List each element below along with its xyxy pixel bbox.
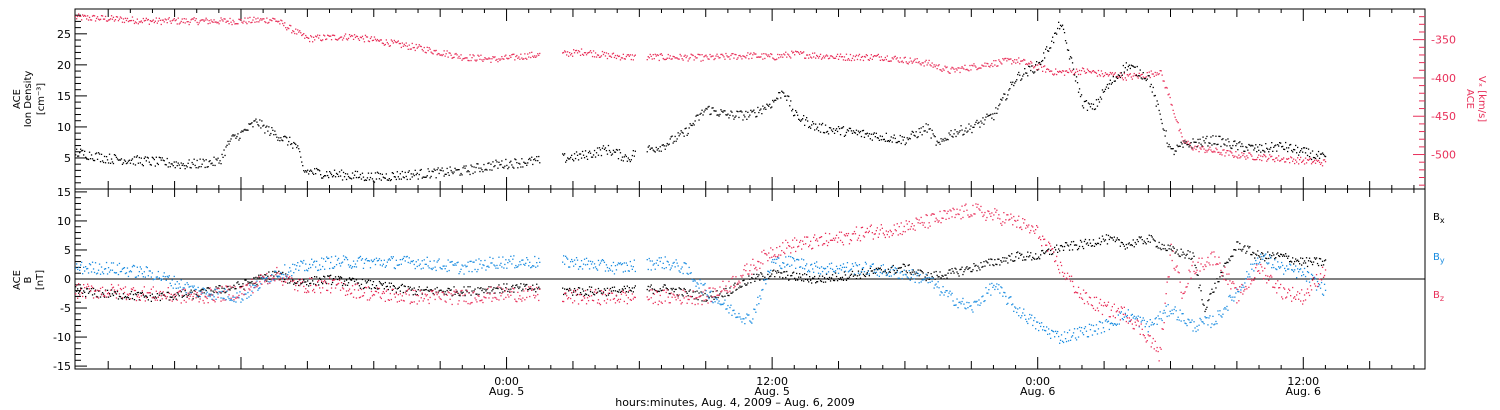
legend-bz: Bz	[1433, 290, 1444, 303]
x-tick-time: 0:00	[1025, 375, 1050, 388]
velocity-ylabel-line1: ACE	[1464, 89, 1475, 109]
x-tick-time: 0:00	[494, 375, 519, 388]
density-tick-label: 5	[64, 152, 71, 165]
density-series	[75, 21, 1327, 183]
velocity-ylabel-line2: Vₓ [km/s]	[1476, 76, 1487, 122]
density-tick-label: 20	[57, 59, 71, 72]
velocity-tick-label: -500	[1431, 149, 1456, 162]
series-by	[75, 253, 1327, 344]
series-bz	[75, 203, 1327, 362]
legend-by: By	[1433, 252, 1445, 265]
x-tick-date: Aug. 6	[1020, 385, 1055, 398]
legend-bx: Bx	[1433, 212, 1445, 225]
bfield-tick-label: 0	[64, 273, 71, 286]
x-tick-date: Aug. 5	[754, 385, 789, 398]
density-ylabel-line1: ACE	[12, 89, 23, 109]
series-bx	[75, 234, 1327, 313]
bfield-tick-label: 5	[64, 244, 71, 257]
velocity-tick-label: -400	[1431, 72, 1456, 85]
bfield-ylabel-line1: ACE	[12, 270, 23, 290]
bfield-tick-label: 15	[57, 186, 71, 199]
velocity-series	[75, 13, 1327, 167]
density-tick-label: 15	[57, 90, 71, 103]
x-tick-date: Aug. 6	[1286, 385, 1321, 398]
bfield-ylabel-line3: [nT]	[35, 270, 46, 290]
x-tick-time: 12:00	[756, 375, 788, 388]
density-ylabel-line2: Ion Density	[23, 71, 34, 128]
bfield-tick-label: -15	[53, 360, 71, 373]
density-tick-label: 10	[57, 121, 71, 134]
velocity-tick-label: -350	[1431, 34, 1456, 47]
density-panel-frame	[74, 8, 1426, 190]
x-axis-title: hours:minutes, Aug. 4, 2009 – Aug. 6, 20…	[615, 396, 855, 409]
density-ylabel-line3: [cm⁻³]	[36, 83, 47, 115]
bfield-ylabel-line2: B	[23, 276, 34, 283]
density-tick-label: 25	[57, 28, 71, 41]
x-tick-time: 12:00	[1287, 375, 1319, 388]
bfield-tick-label: 10	[57, 215, 71, 228]
bfield-tick-label: -10	[53, 331, 71, 344]
velocity-tick-label: -450	[1431, 110, 1456, 123]
x-tick-date: Aug. 5	[489, 385, 524, 398]
bfield-tick-label: -5	[60, 302, 71, 315]
